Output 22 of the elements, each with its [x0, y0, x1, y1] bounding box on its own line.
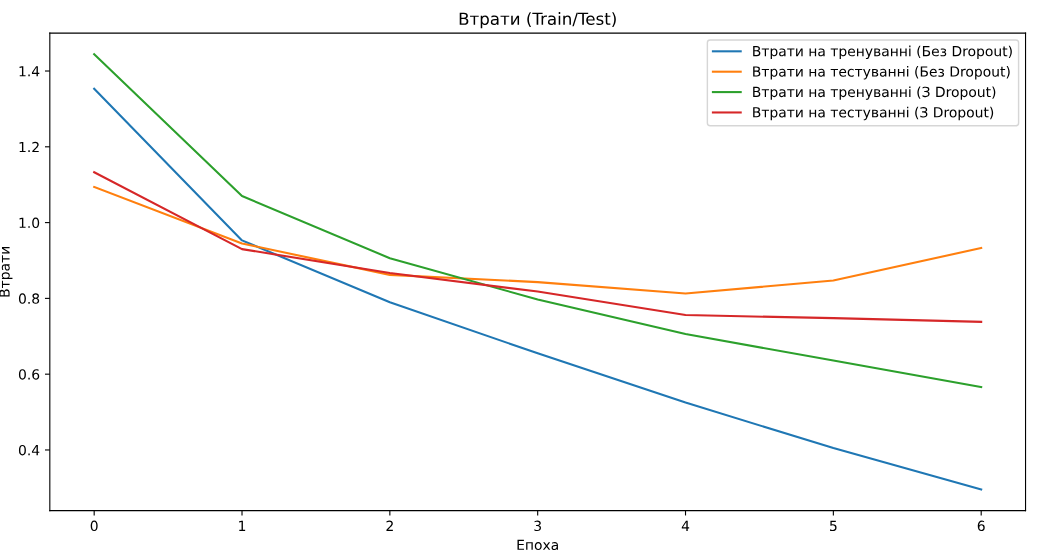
- x-tick-label: 4: [681, 520, 690, 531]
- y-tick-label: 1.2: [19, 141, 39, 153]
- y-tick-label: 0.6: [18, 369, 40, 380]
- legend-label: Втрати на тренуванні (Без Dropout): [753, 45, 1012, 60]
- legend-label: Втрати на тестуванні (Без Dropout): [753, 66, 1010, 80]
- x-tick-label: 5: [830, 520, 837, 532]
- y-tick-label: 0.8: [18, 293, 40, 304]
- line-series: [93, 171, 983, 323]
- legend-label: Втрати на тренуванні (З Dropout): [753, 86, 996, 100]
- y-tick-label: 1.4: [19, 66, 40, 77]
- x-tick-label: 6: [977, 520, 985, 532]
- x-tick-label: 0: [90, 520, 98, 532]
- y-tick-label: 0.4: [18, 444, 40, 456]
- x-tick-label: 1: [239, 520, 246, 531]
- x-tick-label: 3: [534, 520, 541, 532]
- y-tick-label: 1.0: [19, 217, 40, 229]
- chart-title: Втрати (Train/Test): [459, 12, 616, 29]
- y-axis-title: Втрати: [0, 247, 13, 297]
- x-tick-label: 2: [386, 520, 393, 531]
- x-axis-title: Епоха: [517, 539, 558, 551]
- legend-label: Втрати на тестуванні (З Dropout): [753, 106, 994, 121]
- line-series: [93, 185, 983, 295]
